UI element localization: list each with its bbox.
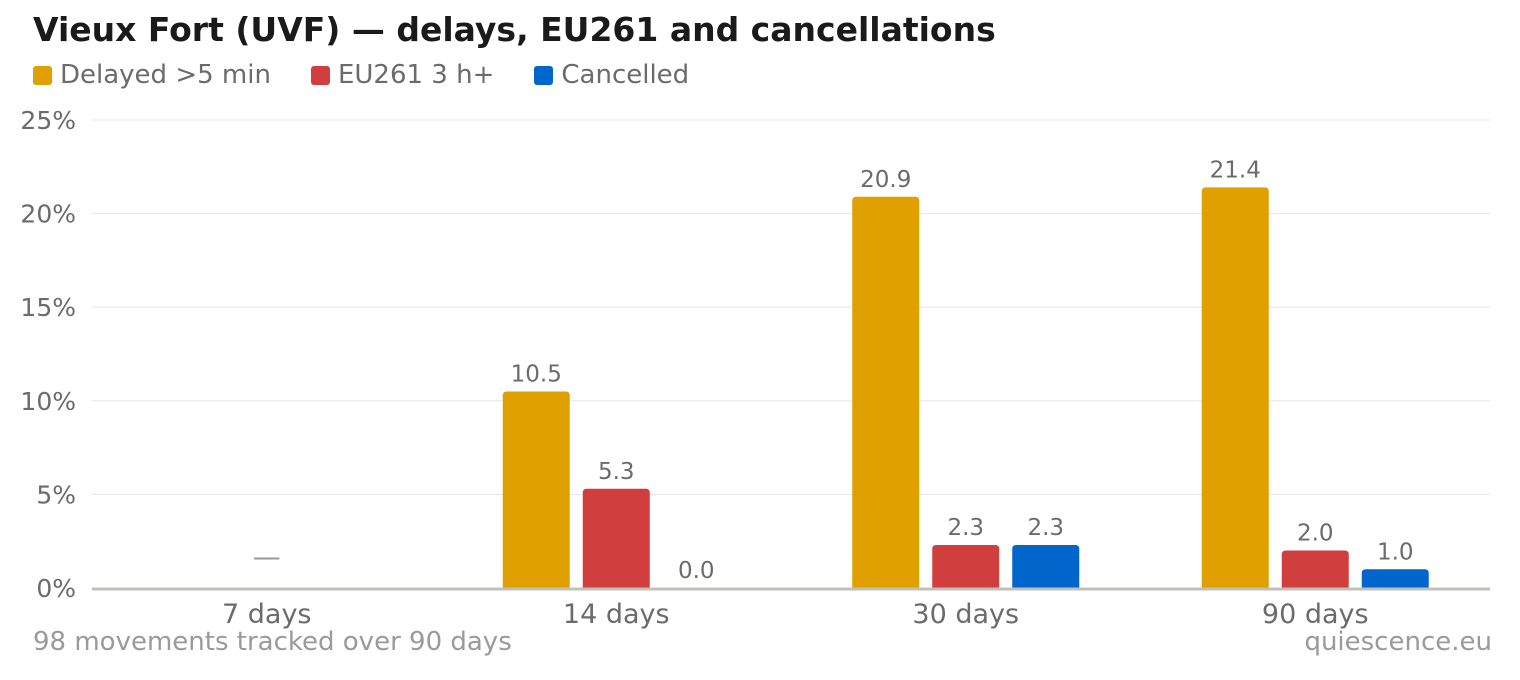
x-tick-label: 7 days <box>222 599 312 630</box>
legend-item: EU261 3 h+ <box>310 60 495 90</box>
legend-swatch <box>310 65 330 85</box>
bar <box>932 544 1000 588</box>
bar <box>1012 544 1080 588</box>
data-label: 1.0 <box>1377 539 1414 565</box>
data-label: 10.5 <box>511 361 562 387</box>
legend-swatch <box>534 65 554 85</box>
bar <box>1281 550 1349 588</box>
legend-item: Cancelled <box>534 60 689 90</box>
no-data-marker: — <box>253 540 281 573</box>
y-tick-label: 25% <box>20 106 76 135</box>
y-tick-label: 15% <box>20 293 76 322</box>
data-label: 21.4 <box>1210 157 1261 183</box>
chart-title: Vieux Fort (UVF) — delays, EU261 and can… <box>33 10 996 49</box>
data-label: 20.9 <box>860 167 911 193</box>
data-label: 0.0 <box>678 558 715 584</box>
bar <box>1201 187 1269 588</box>
x-tick-label: 90 days <box>1262 599 1369 630</box>
data-label: 5.3 <box>598 459 635 485</box>
legend-label: Cancelled <box>561 60 690 90</box>
x-tick-label: 14 days <box>563 599 670 630</box>
bar <box>1361 569 1429 588</box>
legend: Delayed >5 min EU261 3 h+ Cancelled <box>33 60 729 90</box>
data-label: 2.3 <box>1027 515 1064 541</box>
y-tick-label: 20% <box>20 200 76 229</box>
x-tick-label: 30 days <box>912 599 1019 630</box>
y-tick-label: 5% <box>36 480 76 509</box>
legend-swatch <box>33 65 52 85</box>
y-tick-label: 10% <box>20 387 76 416</box>
legend-label: EU261 3 h+ <box>337 60 495 90</box>
data-label: 2.0 <box>1297 521 1334 547</box>
bar <box>502 391 570 588</box>
bar <box>582 488 650 588</box>
data-label: 2.3 <box>947 515 984 541</box>
footnote: 98 movements tracked over 90 days <box>33 627 512 657</box>
y-tick-label: 0% <box>36 574 76 603</box>
legend-label: Delayed >5 min <box>60 60 271 90</box>
source-credit: quiescence.eu <box>1304 627 1492 657</box>
legend-item: Delayed >5 min <box>33 60 271 90</box>
bar <box>852 196 920 588</box>
